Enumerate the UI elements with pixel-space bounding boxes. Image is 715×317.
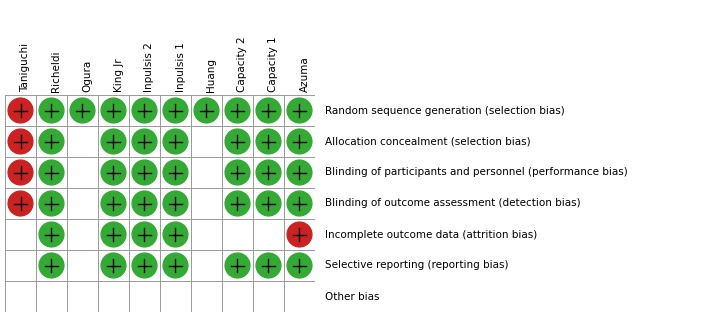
Circle shape bbox=[287, 129, 312, 154]
Circle shape bbox=[287, 253, 312, 278]
Text: Inpulsis 1: Inpulsis 1 bbox=[175, 42, 185, 92]
Text: Selective reporting (reporting bias): Selective reporting (reporting bias) bbox=[325, 261, 508, 270]
Text: Random sequence generation (selection bias): Random sequence generation (selection bi… bbox=[325, 106, 565, 115]
Circle shape bbox=[39, 129, 64, 154]
Text: Richeldi: Richeldi bbox=[51, 50, 61, 92]
Circle shape bbox=[256, 160, 281, 185]
Circle shape bbox=[132, 160, 157, 185]
Circle shape bbox=[39, 191, 64, 216]
Circle shape bbox=[287, 222, 312, 247]
Circle shape bbox=[39, 222, 64, 247]
Circle shape bbox=[132, 129, 157, 154]
Circle shape bbox=[225, 253, 250, 278]
Circle shape bbox=[101, 160, 126, 185]
Circle shape bbox=[256, 253, 281, 278]
Text: Huang: Huang bbox=[207, 58, 217, 92]
Circle shape bbox=[39, 253, 64, 278]
Circle shape bbox=[101, 253, 126, 278]
Text: Capacity 1: Capacity 1 bbox=[269, 36, 279, 92]
Text: Incomplete outcome data (attrition bias): Incomplete outcome data (attrition bias) bbox=[325, 230, 537, 240]
Circle shape bbox=[163, 98, 188, 123]
Circle shape bbox=[101, 98, 126, 123]
Circle shape bbox=[256, 191, 281, 216]
Circle shape bbox=[256, 98, 281, 123]
Circle shape bbox=[8, 98, 33, 123]
Circle shape bbox=[70, 98, 95, 123]
Circle shape bbox=[225, 98, 250, 123]
Circle shape bbox=[287, 160, 312, 185]
Circle shape bbox=[132, 98, 157, 123]
Circle shape bbox=[163, 222, 188, 247]
Circle shape bbox=[39, 98, 64, 123]
Text: Other bias: Other bias bbox=[325, 292, 380, 301]
Circle shape bbox=[39, 160, 64, 185]
Circle shape bbox=[287, 191, 312, 216]
Text: Blinding of participants and personnel (performance bias): Blinding of participants and personnel (… bbox=[325, 167, 628, 178]
Circle shape bbox=[8, 129, 33, 154]
Circle shape bbox=[101, 129, 126, 154]
Text: Azuma: Azuma bbox=[300, 56, 310, 92]
Circle shape bbox=[101, 222, 126, 247]
Text: Inpulsis 2: Inpulsis 2 bbox=[144, 42, 154, 92]
Circle shape bbox=[163, 129, 188, 154]
Circle shape bbox=[163, 253, 188, 278]
Text: Allocation concealment (selection bias): Allocation concealment (selection bias) bbox=[325, 137, 531, 146]
Text: King Jr: King Jr bbox=[114, 58, 124, 92]
Circle shape bbox=[225, 160, 250, 185]
Circle shape bbox=[132, 191, 157, 216]
Circle shape bbox=[287, 98, 312, 123]
Text: Ogura: Ogura bbox=[82, 60, 92, 92]
Circle shape bbox=[256, 129, 281, 154]
Circle shape bbox=[163, 160, 188, 185]
Circle shape bbox=[8, 160, 33, 185]
Circle shape bbox=[194, 98, 219, 123]
Text: Blinding of outcome assessment (detection bias): Blinding of outcome assessment (detectio… bbox=[325, 198, 581, 209]
Circle shape bbox=[163, 191, 188, 216]
Circle shape bbox=[225, 191, 250, 216]
Text: Taniguchi: Taniguchi bbox=[21, 43, 31, 92]
Circle shape bbox=[225, 129, 250, 154]
Circle shape bbox=[8, 191, 33, 216]
Text: Capacity 2: Capacity 2 bbox=[237, 36, 247, 92]
Circle shape bbox=[101, 191, 126, 216]
Circle shape bbox=[132, 222, 157, 247]
Circle shape bbox=[132, 253, 157, 278]
